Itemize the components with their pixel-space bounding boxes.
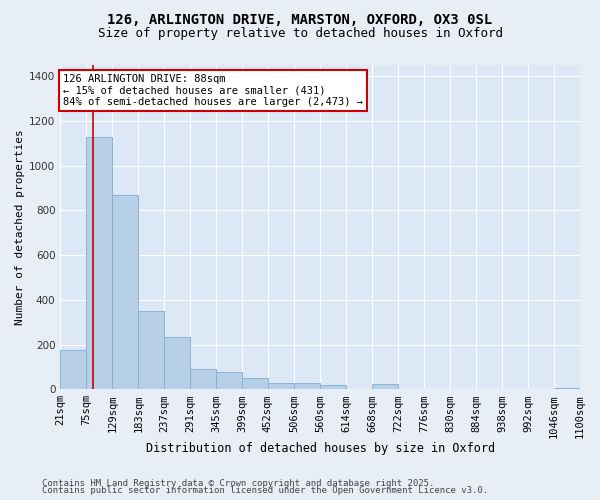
Bar [190,369,217,389]
Bar [112,194,139,389]
Text: Contains public sector information licensed under the Open Government Licence v3: Contains public sector information licen… [42,486,488,495]
Bar [554,388,580,389]
X-axis label: Distribution of detached houses by size in Oxford: Distribution of detached houses by size … [146,442,495,455]
Bar [242,378,268,389]
Text: Size of property relative to detached houses in Oxford: Size of property relative to detached ho… [97,28,503,40]
Bar [217,372,242,389]
Text: Contains HM Land Registry data © Crown copyright and database right 2025.: Contains HM Land Registry data © Crown c… [42,478,434,488]
Bar [164,336,190,389]
Bar [86,136,112,389]
Text: 126, ARLINGTON DRIVE, MARSTON, OXFORD, OX3 0SL: 126, ARLINGTON DRIVE, MARSTON, OXFORD, O… [107,12,493,26]
Bar [372,384,398,389]
Bar [139,311,164,389]
Bar [294,383,320,389]
Y-axis label: Number of detached properties: Number of detached properties [15,129,25,325]
Bar [60,350,86,389]
Bar [320,385,346,389]
Bar [268,382,294,389]
Text: 126 ARLINGTON DRIVE: 88sqm
← 15% of detached houses are smaller (431)
84% of sem: 126 ARLINGTON DRIVE: 88sqm ← 15% of deta… [62,74,362,107]
